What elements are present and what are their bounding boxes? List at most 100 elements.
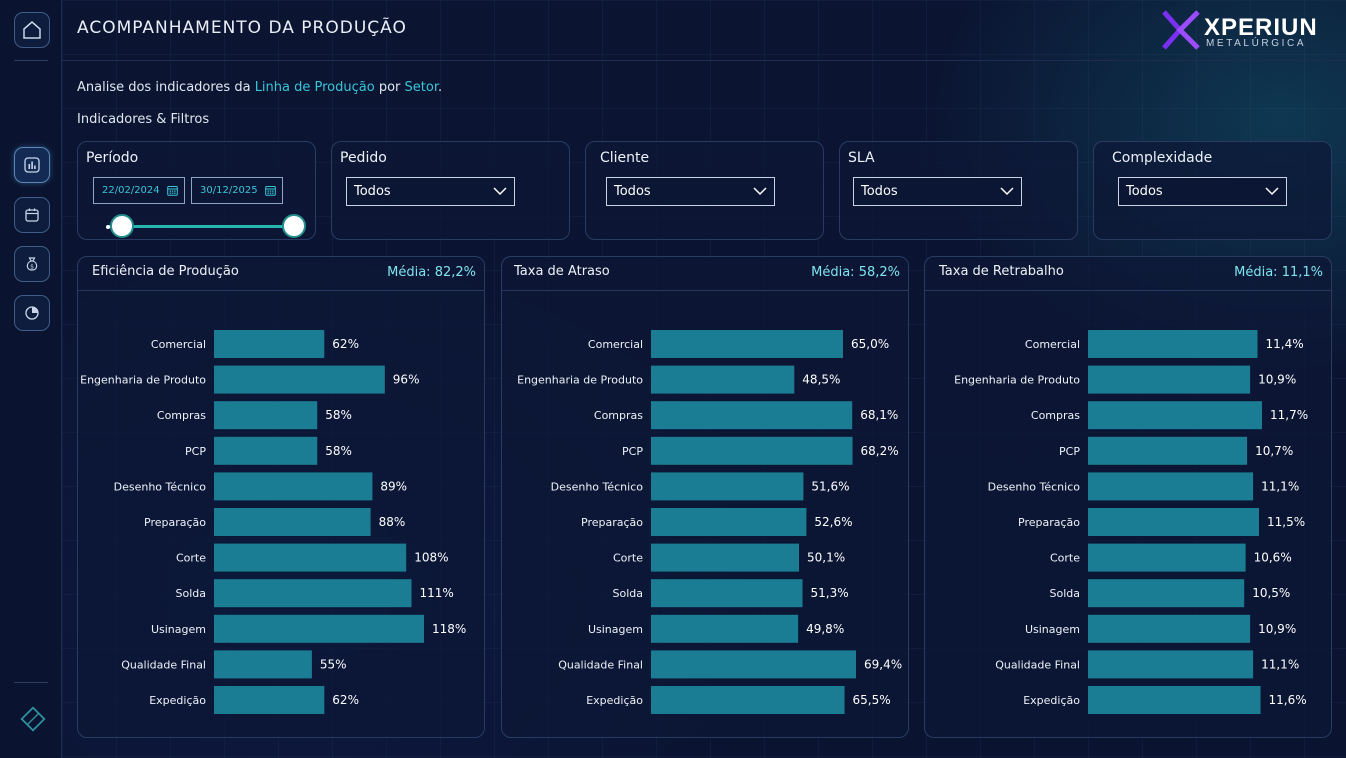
data-label: 68,1% bbox=[860, 408, 898, 422]
filter-periodo: Período 22/02/2024 30/12/2025 bbox=[77, 141, 316, 240]
chart-eficiencia-producao: Eficiência de Produção Média: 82,2% Come… bbox=[77, 256, 485, 738]
header-divider bbox=[62, 60, 1346, 61]
data-label: 58% bbox=[325, 408, 352, 422]
subtitle-highlight-setor: Setor bbox=[404, 80, 438, 95]
home-icon bbox=[23, 21, 41, 39]
bar[interactable] bbox=[214, 579, 412, 608]
data-label: 51,3% bbox=[811, 586, 849, 600]
home-button[interactable] bbox=[14, 12, 50, 48]
data-label: 108% bbox=[414, 551, 448, 565]
category-label: Qualidade Final bbox=[995, 658, 1080, 671]
category-label: Engenharia de Produto bbox=[517, 374, 643, 387]
data-label: 11,1% bbox=[1261, 657, 1299, 671]
data-label: 111% bbox=[420, 586, 454, 600]
data-label: 10,5% bbox=[1252, 586, 1290, 600]
filter-complexidade: Complexidade Todos bbox=[1093, 141, 1332, 240]
pedido-dropdown[interactable]: Todos bbox=[346, 177, 515, 206]
bar[interactable] bbox=[214, 614, 424, 643]
bar[interactable] bbox=[214, 365, 385, 394]
complexidade-dropdown[interactable]: Todos bbox=[1118, 177, 1287, 206]
bar[interactable] bbox=[651, 508, 807, 536]
bar[interactable] bbox=[651, 543, 799, 572]
data-label: 88% bbox=[379, 515, 406, 529]
bar[interactable] bbox=[1088, 472, 1254, 501]
category-label: Solda bbox=[1050, 587, 1081, 600]
bar[interactable] bbox=[214, 508, 371, 536]
calendar-icon bbox=[167, 186, 178, 196]
end-date-value: 30/12/2025 bbox=[200, 185, 258, 196]
bar[interactable] bbox=[651, 365, 795, 394]
cliente-dropdown[interactable]: Todos bbox=[606, 177, 775, 206]
sidebar-item-calendario[interactable] bbox=[14, 197, 50, 233]
bar[interactable] bbox=[214, 401, 318, 430]
bar[interactable] bbox=[214, 330, 325, 358]
data-label: 118% bbox=[432, 622, 466, 636]
bar-chart-plot: Comercial 11,4% Engenharia de Produto 10,9%… bbox=[954, 330, 1308, 714]
subtitle-middle: por bbox=[374, 80, 405, 95]
bar[interactable] bbox=[651, 650, 856, 679]
chart-header-divider bbox=[78, 290, 484, 291]
subtitle-prefix: Analise dos indicadores da bbox=[77, 80, 255, 95]
date-range-start-handle[interactable] bbox=[110, 214, 134, 238]
bar[interactable] bbox=[214, 543, 407, 572]
data-label: 49,8% bbox=[806, 622, 844, 636]
bar[interactable] bbox=[1088, 686, 1261, 714]
chart-mean-label: Média: 82,2% bbox=[387, 265, 476, 280]
date-range-slider-track[interactable] bbox=[108, 225, 292, 228]
data-label: 65,5% bbox=[853, 693, 891, 707]
category-label: Desenho Técnico bbox=[114, 480, 207, 493]
bar[interactable] bbox=[651, 401, 853, 430]
data-label: 11,5% bbox=[1267, 515, 1305, 529]
bar[interactable] bbox=[1088, 365, 1251, 394]
bar[interactable] bbox=[651, 614, 799, 643]
sidebar-item-financeiro[interactable]: $ bbox=[14, 246, 50, 282]
category-label: Preparação bbox=[581, 516, 643, 529]
slider-track-start bbox=[106, 225, 110, 229]
category-label: Comercial bbox=[588, 338, 643, 351]
bar[interactable] bbox=[1088, 508, 1259, 536]
bar[interactable] bbox=[1088, 436, 1248, 465]
sla-dropdown-value: Todos bbox=[861, 184, 898, 199]
bar[interactable] bbox=[651, 579, 803, 608]
data-label: 48,5% bbox=[802, 373, 840, 387]
filter-sla: SLA Todos bbox=[839, 141, 1078, 240]
bar-chart-plot: Comercial 65,0% Engenharia de Produto 48,5%… bbox=[517, 330, 902, 714]
filter-periodo-label: Período bbox=[86, 150, 139, 166]
bar[interactable] bbox=[1088, 401, 1262, 430]
sidebar-item-indicadores[interactable] bbox=[14, 295, 50, 331]
pedido-dropdown-value: Todos bbox=[354, 184, 391, 199]
date-range-end-handle[interactable] bbox=[282, 214, 306, 238]
end-date-input[interactable]: 30/12/2025 bbox=[191, 177, 283, 204]
svg-text:$: $ bbox=[30, 263, 34, 270]
chart-title: Eficiência de Produção bbox=[92, 264, 239, 279]
data-label: 11,7% bbox=[1270, 408, 1308, 422]
start-date-input[interactable]: 22/02/2024 bbox=[93, 177, 185, 204]
sidebar-item-producao[interactable] bbox=[14, 147, 50, 183]
category-label: Expedição bbox=[586, 694, 643, 707]
bar[interactable] bbox=[651, 330, 843, 358]
data-label: 65,0% bbox=[851, 337, 889, 351]
diamond-icon bbox=[20, 706, 46, 732]
bar[interactable] bbox=[1088, 579, 1245, 608]
bar[interactable] bbox=[214, 436, 318, 465]
bar[interactable] bbox=[1088, 614, 1251, 643]
bar[interactable] bbox=[1088, 650, 1254, 679]
data-label: 96% bbox=[393, 373, 420, 387]
category-label: Solda bbox=[176, 587, 207, 600]
bar[interactable] bbox=[1088, 543, 1246, 572]
bar[interactable] bbox=[214, 472, 373, 501]
bar[interactable] bbox=[651, 686, 845, 714]
bar[interactable] bbox=[214, 686, 325, 714]
bar[interactable] bbox=[651, 436, 853, 465]
bar[interactable] bbox=[214, 650, 312, 679]
bar-chart-icon bbox=[24, 157, 40, 173]
complexidade-dropdown-value: Todos bbox=[1126, 184, 1163, 199]
subtitle-suffix: . bbox=[437, 80, 443, 95]
category-label: Expedição bbox=[149, 694, 206, 707]
category-label: Usinagem bbox=[588, 623, 643, 636]
sla-dropdown[interactable]: Todos bbox=[853, 177, 1022, 206]
chart-header-divider bbox=[925, 290, 1331, 291]
bar[interactable] bbox=[651, 472, 804, 501]
chart-taxa-retrabalho: Taxa de Retrabalho Média: 11,1% Comercia… bbox=[924, 256, 1332, 738]
bar[interactable] bbox=[1088, 330, 1258, 358]
